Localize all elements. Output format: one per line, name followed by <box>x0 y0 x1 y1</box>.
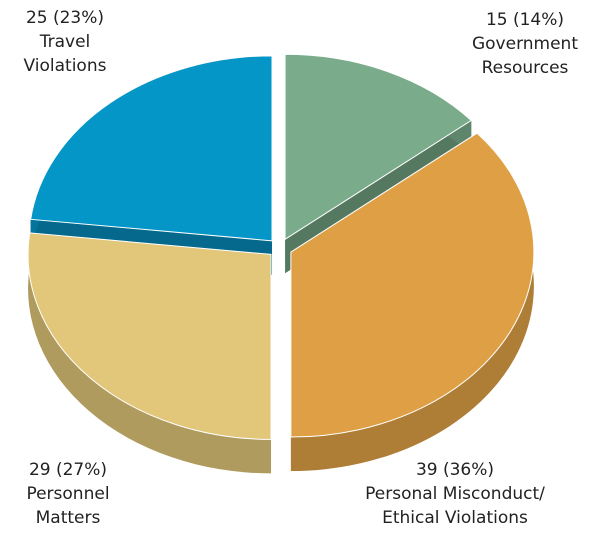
slice-label: 29 (27%) Personnel Matters <box>13 458 123 530</box>
slice-top <box>27 232 272 440</box>
value-label: 39 (36%) <box>415 460 495 480</box>
value-label: 15 (14%) <box>485 10 565 30</box>
category-label: Travel Violations <box>23 32 107 76</box>
slice-label: 15 (14%) Government Resources <box>460 8 590 80</box>
slice-top <box>290 132 535 438</box>
slice-wall <box>28 232 272 474</box>
value-label: 29 (27%) <box>28 460 108 480</box>
slice <box>27 232 272 474</box>
value-label: 25 (23%) <box>25 8 105 28</box>
slice-wall <box>290 133 534 472</box>
category-label: Personnel Matters <box>26 484 110 528</box>
slice-top <box>284 53 473 241</box>
slice-label: 25 (23%) Travel Violations <box>15 6 115 78</box>
category-label: Personal Misconduct/ Ethical Violations <box>365 484 545 528</box>
slice-top <box>30 55 273 242</box>
category-label: Government Resources <box>471 34 579 78</box>
slice <box>290 132 535 472</box>
slice-label: 39 (36%) Personal Misconduct/ Ethical Vio… <box>350 458 560 530</box>
